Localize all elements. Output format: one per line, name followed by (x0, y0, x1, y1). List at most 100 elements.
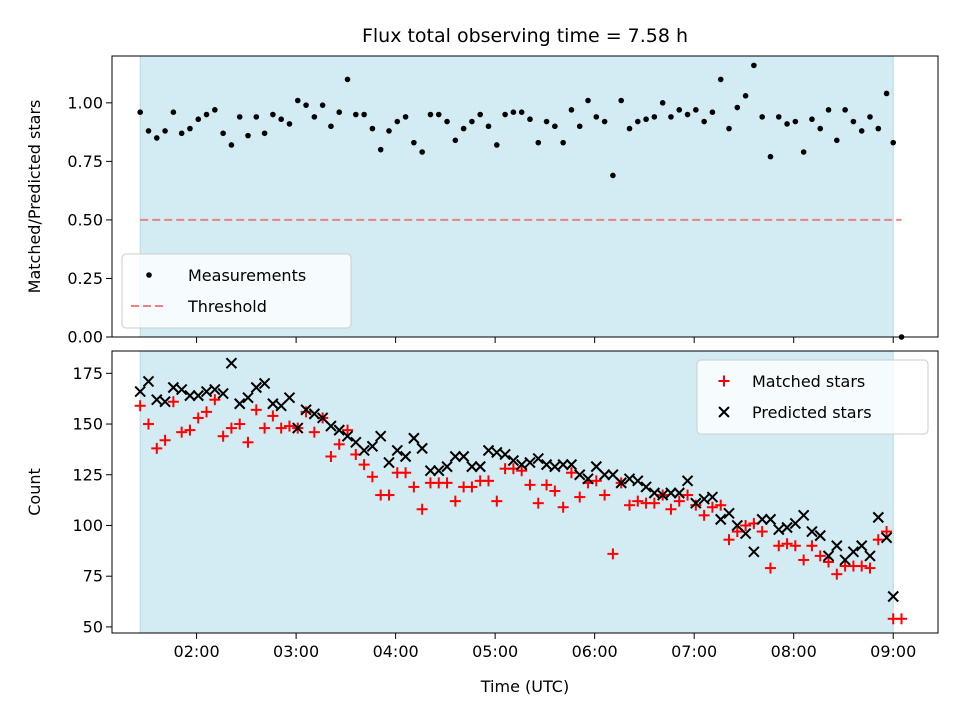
data-point (383, 456, 395, 469)
series-0 (134, 394, 908, 625)
data-point (701, 118, 707, 125)
data-point (391, 444, 403, 457)
data-point (731, 526, 743, 538)
data-point (726, 125, 732, 132)
data-point (881, 526, 893, 538)
data-point (333, 424, 345, 436)
data-point (250, 404, 262, 416)
data-point (250, 381, 263, 394)
y-tick-label: 50 (83, 617, 103, 636)
y-tick-label: 1.00 (67, 93, 103, 112)
data-point (270, 111, 276, 118)
data-point (681, 475, 694, 487)
data-point (142, 418, 154, 430)
data-point (543, 118, 550, 125)
y-tick-label: 0.00 (67, 328, 103, 347)
data-point (460, 125, 467, 132)
data-point (797, 509, 810, 522)
data-point (499, 448, 511, 461)
data-point (466, 481, 478, 493)
data-point (648, 487, 661, 499)
data-point (792, 118, 799, 125)
data-point (887, 590, 899, 603)
data-point (814, 529, 826, 542)
data-point (203, 111, 210, 118)
data-point (775, 114, 782, 120)
data-point (834, 137, 840, 144)
data-point (469, 118, 475, 125)
data-point (565, 467, 577, 479)
data-point (632, 495, 644, 507)
data-point (217, 430, 229, 442)
data-point (452, 137, 459, 144)
data-point (723, 534, 735, 546)
data-point (167, 381, 180, 394)
data-point (134, 385, 146, 398)
data-point (494, 142, 500, 148)
data-point (253, 114, 260, 120)
legend: Matched stars Predicted stars (696, 359, 929, 435)
data-point (178, 130, 185, 137)
data-point (640, 481, 652, 493)
data-point (565, 458, 578, 471)
data-point (831, 540, 843, 552)
legend-swatch (718, 406, 730, 418)
data-point (751, 62, 757, 69)
data-point (798, 554, 810, 566)
data-point (167, 396, 179, 408)
y-tick-label: 75 (83, 567, 103, 586)
data-point (449, 450, 462, 463)
data-point (311, 114, 318, 120)
data-point (201, 406, 213, 418)
data-point (817, 125, 824, 132)
data-point (278, 116, 284, 123)
x-tick-label: 06:00 (572, 642, 618, 661)
data-point (831, 568, 843, 580)
data-point (665, 487, 677, 499)
data-point (408, 481, 420, 493)
data-point (374, 430, 387, 442)
data-point (344, 76, 351, 83)
data-point (236, 114, 243, 120)
data-point (883, 90, 890, 97)
data-point (748, 546, 760, 558)
data-point (656, 489, 669, 501)
data-point (698, 509, 710, 521)
data-point (303, 102, 309, 108)
data-point (300, 406, 312, 418)
data-point (576, 123, 583, 130)
data-point (659, 100, 666, 106)
data-point (386, 128, 392, 134)
legend-box (121, 253, 352, 329)
data-point (366, 471, 378, 483)
panel-top: 0.00 0.25 0.50 0.75 1.00 Flux total observing… (25, 25, 939, 347)
data-point (764, 513, 777, 526)
legend-label: Matched stars (752, 372, 865, 391)
data-point (806, 525, 818, 538)
legend-swatch (718, 375, 730, 387)
legend-box (696, 359, 929, 435)
data-point (693, 107, 699, 113)
data-point (325, 420, 337, 432)
data-point (170, 109, 177, 115)
data-point (427, 111, 434, 118)
data-point (159, 396, 171, 408)
series-0 (137, 62, 905, 340)
data-point (855, 540, 868, 552)
legend-swatch (146, 272, 152, 278)
data-point (535, 139, 542, 146)
data-point (515, 458, 528, 471)
axes-frame (111, 55, 939, 338)
data-point (549, 485, 561, 497)
data-point (623, 499, 635, 511)
data-point (634, 118, 641, 125)
data-point (626, 125, 633, 132)
data-point (435, 111, 442, 118)
x-tick-label: 07:00 (671, 642, 717, 661)
data-point (532, 452, 544, 465)
data-point (784, 121, 790, 127)
data-point (740, 519, 752, 531)
data-point (234, 398, 246, 410)
data-point (162, 128, 168, 134)
data-point (184, 389, 196, 402)
